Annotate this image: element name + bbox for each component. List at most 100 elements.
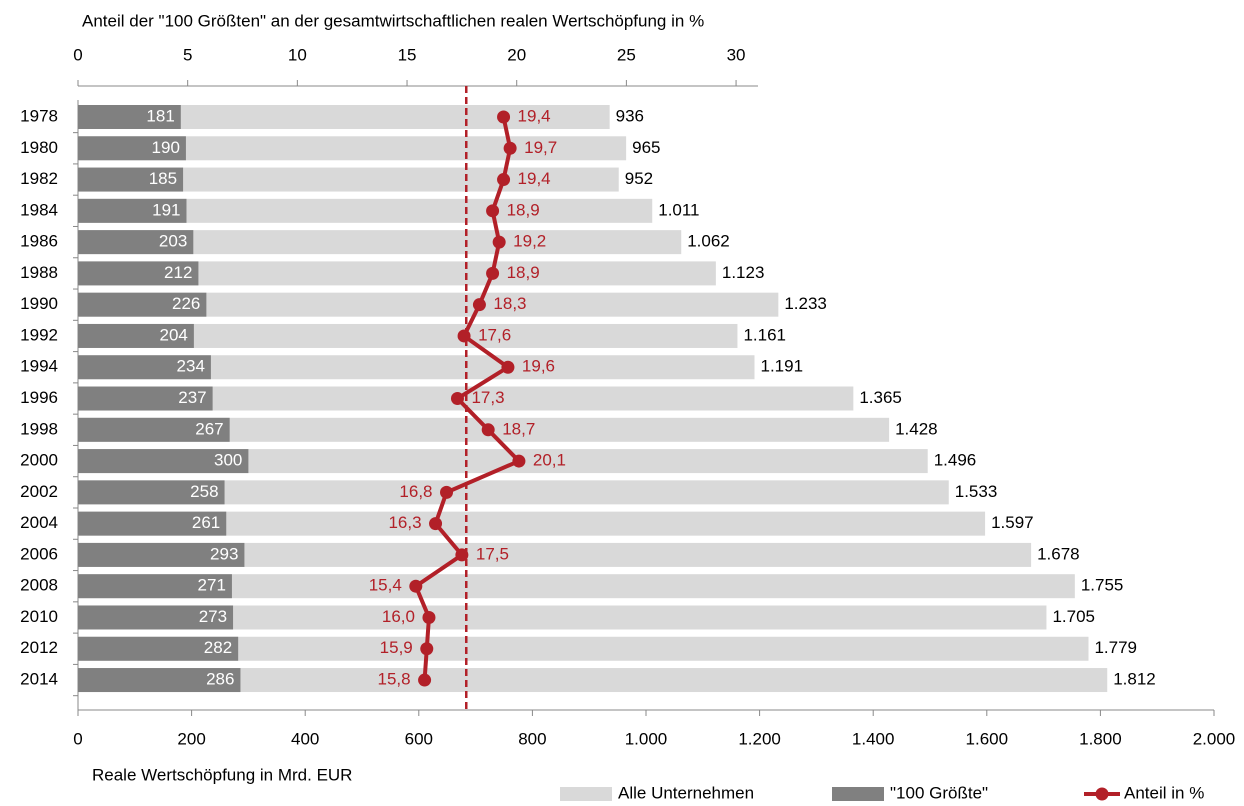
bar-value-label: 1.705 [1052,607,1095,626]
legend-swatch-marker [1095,787,1109,801]
bar [78,261,199,286]
line-value-label: 17,3 [471,388,504,407]
bar [78,355,211,380]
y-tick-label: 2004 [20,513,58,532]
bar [78,386,213,411]
y-tick-label: 2008 [20,576,58,595]
y-tick-label: 2012 [20,638,58,657]
x-tick-label: 600 [405,729,433,748]
y-tick-label: 2010 [20,607,58,626]
y-tick-label: 2002 [20,482,58,501]
legend-label: Anteil in % [1124,783,1204,802]
line-marker [429,517,443,531]
x-tick-label: 1.400 [852,729,895,748]
bar-value-label: 1.233 [784,294,827,313]
legend-swatch [832,787,884,801]
line-value-label: 17,5 [476,544,509,563]
y-tick-label: 1980 [20,138,58,157]
line-marker [409,579,423,593]
x-tick-label: 400 [291,729,319,748]
bar-value-label: 212 [164,263,192,282]
bar-value-label: 271 [198,576,226,595]
x2-tick-label: 20 [507,45,526,64]
x-tick-label: 1.200 [738,729,781,748]
bar-value-label: 204 [159,325,187,344]
bar-value-label: 1.123 [722,263,765,282]
line-value-label: 19,7 [524,138,557,157]
bar [78,605,1047,630]
bar-value-label: 190 [152,138,180,157]
x-axis-title: Reale Wertschöpfung in Mrd. EUR [92,765,352,784]
bar-value-label: 300 [214,451,242,470]
bar-value-label: 1.428 [895,419,938,438]
y-tick-label: 1986 [20,232,58,251]
y-tick-label: 2000 [20,451,58,470]
bar-value-label: 282 [204,638,232,657]
line-marker [501,360,515,374]
x-tick-label: 2.000 [1193,729,1236,748]
line-marker [497,173,511,187]
bar-value-label: 191 [152,200,180,219]
bar [78,292,207,317]
bar-value-label: 965 [632,138,660,157]
bar [78,230,194,255]
bar [78,198,187,223]
bar [78,605,234,630]
line-marker [492,235,506,249]
x-tick-label: 1.800 [1079,729,1122,748]
line-marker [486,204,500,218]
bar-value-label: 1.678 [1037,544,1080,563]
x-tick-label: 1.000 [625,729,668,748]
y-tick-label: 1982 [20,169,58,188]
bar-value-label: 1.597 [991,513,1034,532]
line-marker [486,266,500,280]
y-tick-label: 1996 [20,388,58,407]
line-marker [418,673,432,687]
x2-tick-label: 0 [73,45,82,64]
bar [78,636,1089,661]
bar-value-label: 237 [178,388,206,407]
line-value-label: 20,1 [533,451,566,470]
bar [78,167,184,192]
bar-value-label: 1.755 [1081,576,1124,595]
line-marker [497,110,511,124]
line-value-label: 18,9 [507,263,540,282]
bar-value-label: 258 [190,482,218,501]
bar [78,668,241,693]
x2-tick-label: 15 [398,45,417,64]
line-value-label: 19,2 [513,232,546,251]
x2-axis-title: Anteil der "100 Größten" an der gesamtwi… [82,11,704,30]
line-value-label: 19,4 [518,106,551,125]
bar-value-label: 267 [195,419,223,438]
y-tick-label: 1990 [20,294,58,313]
bar-value-label: 1.011 [658,200,699,219]
line-value-label: 16,0 [382,607,415,626]
legend-label: Alle Unternehmen [618,783,754,802]
line-value-label: 19,4 [518,169,551,188]
bar-value-label: 234 [177,357,205,376]
line-marker [440,485,454,499]
bar-value-label: 286 [206,670,234,689]
line-marker [457,329,471,343]
bar-value-label: 226 [172,294,200,313]
legend-label: "100 Größte" [890,783,988,802]
y-tick-label: 2014 [20,670,58,689]
bar [78,105,181,129]
bar-value-label: 1.496 [934,451,977,470]
line-value-label: 15,4 [369,576,402,595]
line-marker [422,610,436,624]
bar [78,542,245,567]
bar-value-label: 1.191 [760,357,803,376]
bar-value-label: 1.533 [955,482,998,501]
line-value-label: 18,7 [502,419,535,438]
x-tick-label: 200 [177,729,205,748]
bar [78,668,1108,693]
line-value-label: 18,9 [507,200,540,219]
x2-tick-label: 10 [288,45,307,64]
x-tick-label: 0 [73,729,82,748]
bar-value-label: 203 [159,232,187,251]
y-tick-label: 1978 [20,106,58,125]
legend-swatch [560,787,612,801]
y-tick-label: 1984 [20,200,58,219]
